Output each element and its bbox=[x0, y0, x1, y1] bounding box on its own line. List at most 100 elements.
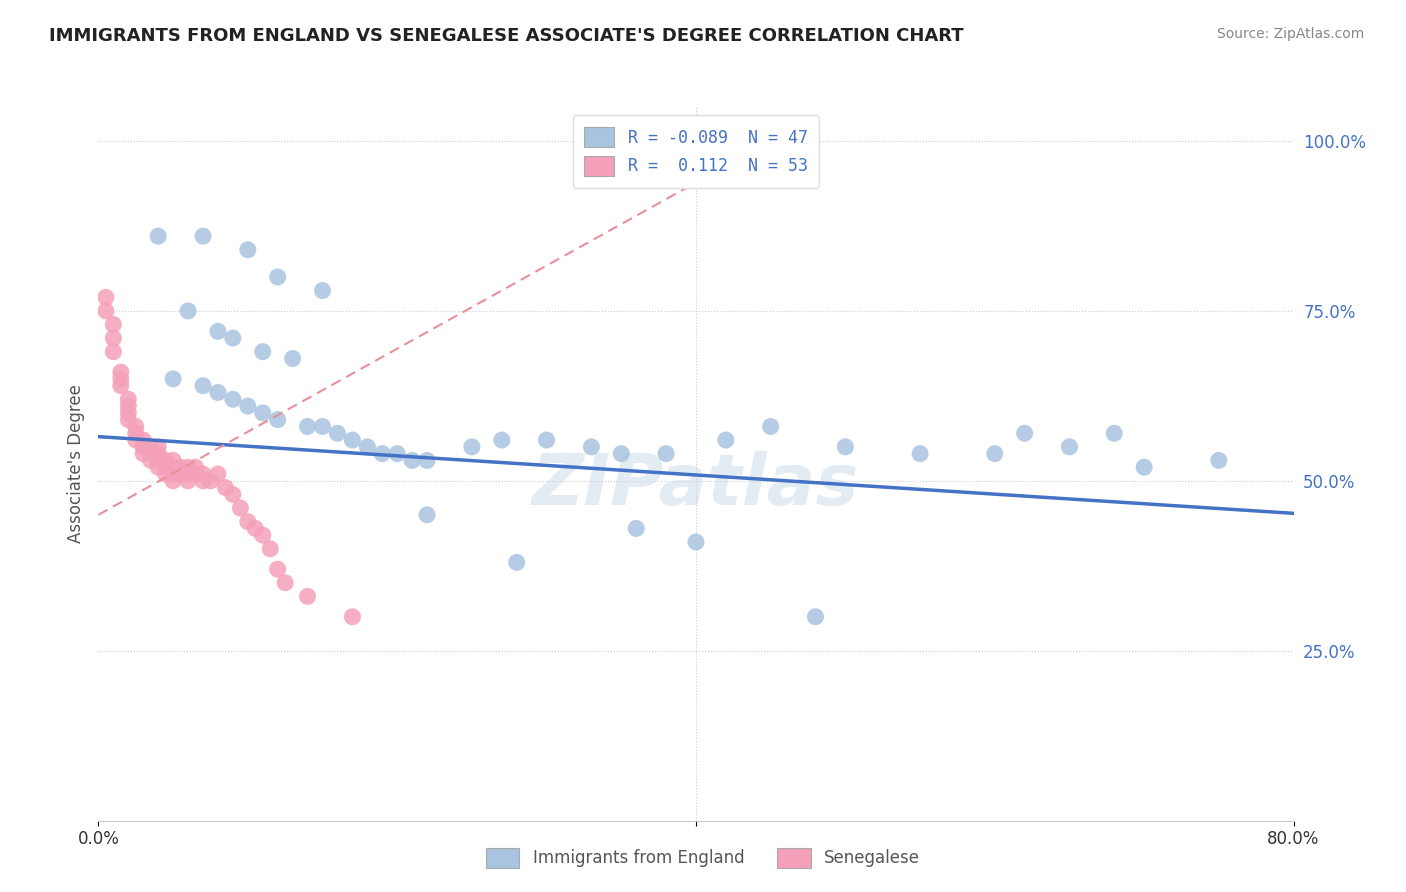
Point bbox=[162, 460, 184, 475]
Point bbox=[804, 609, 827, 624]
Legend: Immigrants from England, Senegalese: Immigrants from England, Senegalese bbox=[479, 841, 927, 875]
Point bbox=[103, 331, 125, 345]
Point bbox=[103, 318, 125, 332]
Point bbox=[311, 419, 333, 434]
Point bbox=[148, 229, 170, 244]
Point bbox=[229, 501, 252, 516]
Point bbox=[385, 447, 409, 461]
Point bbox=[132, 440, 155, 454]
Point bbox=[184, 460, 207, 475]
Point bbox=[110, 365, 132, 379]
Point bbox=[281, 351, 304, 366]
Point bbox=[1014, 426, 1036, 441]
Point bbox=[1133, 460, 1156, 475]
Point bbox=[908, 447, 931, 461]
Point bbox=[416, 453, 439, 467]
Point bbox=[94, 290, 117, 304]
Point bbox=[759, 419, 782, 434]
Point bbox=[536, 433, 558, 447]
Point bbox=[1104, 426, 1126, 441]
Point bbox=[162, 453, 184, 467]
Point bbox=[214, 481, 236, 495]
Point bbox=[252, 406, 274, 420]
Point bbox=[94, 304, 117, 318]
Text: ZIPatlas: ZIPatlas bbox=[533, 450, 859, 520]
Point bbox=[491, 433, 513, 447]
Point bbox=[139, 453, 162, 467]
Point bbox=[139, 440, 162, 454]
Point bbox=[222, 331, 245, 345]
Point bbox=[1208, 453, 1230, 467]
Point bbox=[117, 406, 139, 420]
Point bbox=[155, 467, 177, 481]
Point bbox=[236, 515, 259, 529]
Point bbox=[162, 467, 184, 481]
Point bbox=[191, 467, 214, 481]
Point bbox=[117, 399, 139, 413]
Point bbox=[148, 440, 170, 454]
Point bbox=[401, 453, 423, 467]
Point bbox=[117, 392, 139, 407]
Text: IMMIGRANTS FROM ENGLAND VS SENEGALESE ASSOCIATE'S DEGREE CORRELATION CHART: IMMIGRANTS FROM ENGLAND VS SENEGALESE AS… bbox=[49, 27, 965, 45]
Point bbox=[267, 269, 290, 284]
Point bbox=[610, 447, 633, 461]
Point bbox=[177, 467, 200, 481]
Point bbox=[1059, 440, 1081, 454]
Point bbox=[506, 555, 529, 569]
Point bbox=[103, 344, 125, 359]
Point bbox=[222, 487, 245, 501]
Point bbox=[311, 284, 333, 298]
Point bbox=[162, 474, 184, 488]
Point bbox=[984, 447, 1007, 461]
Point bbox=[148, 460, 170, 475]
Point bbox=[714, 433, 737, 447]
Point bbox=[207, 385, 229, 400]
Point bbox=[132, 447, 155, 461]
Legend: R = -0.089  N = 47, R =  0.112  N = 53: R = -0.089 N = 47, R = 0.112 N = 53 bbox=[572, 115, 820, 187]
Point bbox=[581, 440, 603, 454]
Point bbox=[155, 460, 177, 475]
Point bbox=[416, 508, 439, 522]
Point bbox=[371, 447, 394, 461]
Point bbox=[125, 426, 148, 441]
Point bbox=[110, 378, 132, 392]
Point bbox=[177, 304, 200, 318]
Point bbox=[326, 426, 349, 441]
Point bbox=[191, 474, 214, 488]
Point bbox=[222, 392, 245, 407]
Point bbox=[461, 440, 484, 454]
Point bbox=[267, 562, 290, 576]
Point bbox=[132, 433, 155, 447]
Text: Source: ZipAtlas.com: Source: ZipAtlas.com bbox=[1216, 27, 1364, 41]
Point bbox=[177, 460, 200, 475]
Point bbox=[207, 467, 229, 481]
Point bbox=[259, 541, 281, 556]
Point bbox=[236, 243, 259, 257]
Point bbox=[155, 453, 177, 467]
Point bbox=[148, 447, 170, 461]
Point bbox=[200, 474, 222, 488]
Point bbox=[184, 467, 207, 481]
Point bbox=[297, 590, 319, 604]
Point bbox=[148, 453, 170, 467]
Point bbox=[342, 609, 364, 624]
Point bbox=[252, 344, 274, 359]
Point bbox=[655, 447, 678, 461]
Point bbox=[110, 372, 132, 386]
Point bbox=[177, 474, 200, 488]
Point bbox=[125, 419, 148, 434]
Point bbox=[834, 440, 856, 454]
Point bbox=[117, 412, 139, 426]
Point bbox=[626, 521, 648, 535]
Point bbox=[169, 460, 191, 475]
Point bbox=[267, 412, 290, 426]
Point bbox=[245, 521, 267, 535]
Y-axis label: Associate's Degree: Associate's Degree bbox=[66, 384, 84, 543]
Point bbox=[252, 528, 274, 542]
Point bbox=[274, 575, 297, 590]
Point bbox=[207, 324, 229, 338]
Point bbox=[125, 433, 148, 447]
Point bbox=[236, 399, 259, 413]
Point bbox=[191, 378, 214, 392]
Point bbox=[342, 433, 364, 447]
